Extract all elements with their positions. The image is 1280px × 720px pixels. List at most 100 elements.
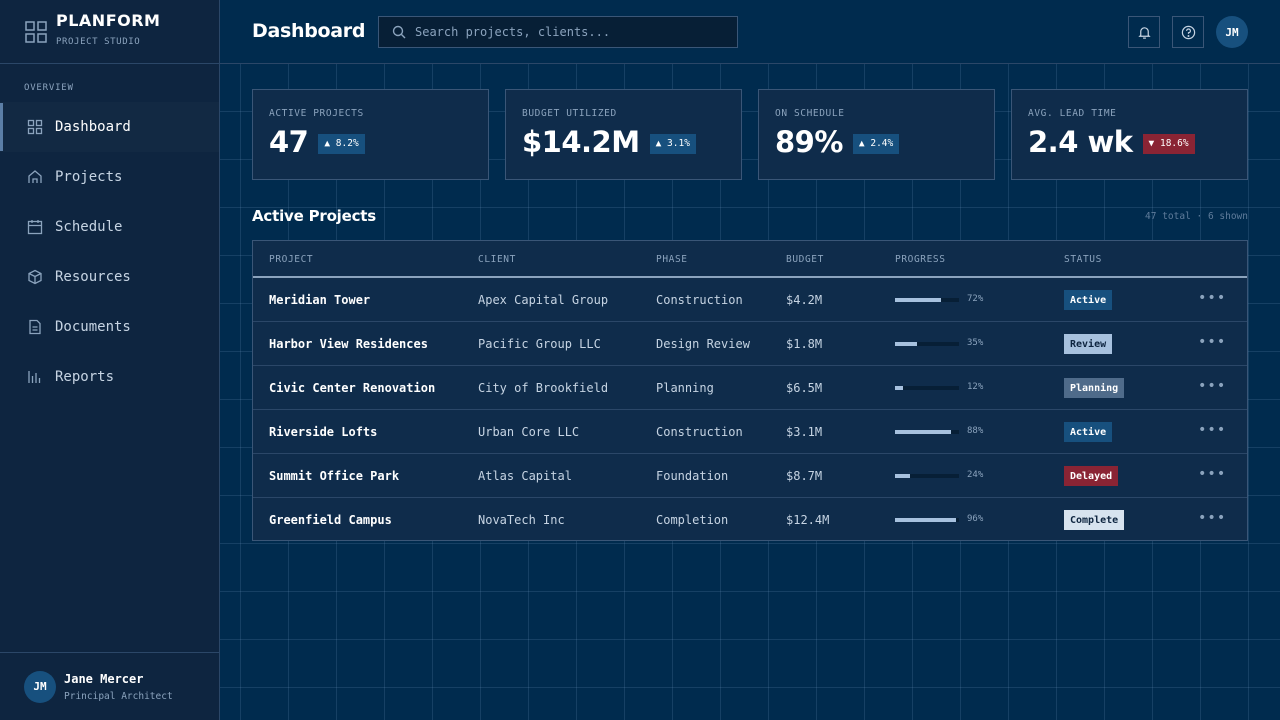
search-icon bbox=[392, 25, 406, 39]
phase: Completion bbox=[656, 513, 729, 527]
kpi-delta-badge: ▼ 18.6% bbox=[1142, 133, 1195, 154]
search-input[interactable] bbox=[415, 25, 715, 39]
table-row[interactable]: Harbor View Residences Pacific Group LLC… bbox=[253, 322, 1247, 366]
kpi-label: ON SCHEDULE bbox=[775, 108, 845, 119]
budget: $4.2M bbox=[786, 293, 823, 307]
progress-fill bbox=[895, 474, 911, 478]
status-badge: Delayed bbox=[1064, 466, 1119, 486]
client-name: Atlas Capital bbox=[478, 469, 572, 483]
client-name: City of Brookfield bbox=[478, 381, 609, 395]
help-icon bbox=[1181, 25, 1195, 39]
brand-subtitle: PROJECT STUDIO bbox=[56, 36, 141, 47]
client-name: Urban Core LLC bbox=[478, 425, 580, 439]
sidebar-item-documents[interactable]: Documents bbox=[0, 302, 219, 352]
kpi-delta-badge: ▲ 2.4% bbox=[852, 133, 900, 154]
column-header[interactable]: PHASE bbox=[656, 254, 688, 265]
phase: Design Review bbox=[656, 337, 750, 351]
avatar: JM bbox=[24, 670, 56, 703]
topbar: Dashboard JM bbox=[220, 0, 1280, 64]
sidebar-item-label: Projects bbox=[55, 169, 123, 185]
project-name: Harbor View Residences bbox=[269, 337, 428, 351]
project-name: Meridian Tower bbox=[269, 293, 371, 307]
progress-fill bbox=[895, 518, 957, 522]
status-badge: Planning bbox=[1064, 378, 1125, 398]
budget: $1.8M bbox=[786, 337, 823, 351]
budget: $6.5M bbox=[786, 381, 823, 395]
help-button[interactable] bbox=[1172, 16, 1204, 48]
client-name: NovaTech Inc bbox=[478, 513, 565, 527]
sidebar-item-resources[interactable]: Resources bbox=[0, 252, 219, 302]
table-row[interactable]: Meridian Tower Apex Capital Group Constr… bbox=[253, 278, 1247, 322]
more-actions-button[interactable]: ••• bbox=[1198, 466, 1227, 482]
progress-bar bbox=[895, 298, 959, 302]
sidebar-item-label: Dashboard bbox=[55, 119, 131, 135]
table-row[interactable]: Greenfield Campus NovaTech Inc Completio… bbox=[253, 498, 1247, 542]
progress-bar bbox=[895, 386, 959, 390]
main-content: Dashboard JM ACTIVE PROJECTS 47 ▲ 8.2% B… bbox=[220, 0, 1280, 720]
progress-percent: 72% bbox=[967, 294, 984, 304]
sidebar-item-reports[interactable]: Reports bbox=[0, 352, 219, 402]
user-profile[interactable]: JM Jane Mercer Principal Architect bbox=[0, 652, 219, 720]
kpi-value: $14.2M bbox=[522, 125, 640, 159]
budget: $12.4M bbox=[786, 513, 830, 527]
table-row[interactable]: Civic Center Renovation City of Brookfie… bbox=[253, 366, 1247, 410]
progress-percent: 35% bbox=[967, 338, 984, 348]
phase: Construction bbox=[656, 425, 743, 439]
progress-fill bbox=[895, 298, 942, 302]
more-actions-button[interactable]: ••• bbox=[1198, 422, 1227, 438]
kpi-value: 89% bbox=[775, 125, 843, 159]
bar-chart-icon bbox=[28, 371, 41, 383]
more-actions-button[interactable]: ••• bbox=[1198, 510, 1227, 526]
more-actions-button[interactable]: ••• bbox=[1198, 290, 1227, 306]
sidebar-item-dashboard[interactable]: Dashboard bbox=[0, 102, 219, 152]
kpi-delta-badge: ▲ 8.2% bbox=[318, 133, 365, 154]
budget: $3.1M bbox=[786, 425, 823, 439]
status-badge: Review bbox=[1064, 334, 1113, 354]
kpi-value: 47 bbox=[269, 125, 309, 159]
notifications-button[interactable] bbox=[1128, 16, 1160, 48]
document-icon bbox=[29, 319, 41, 335]
phase: Construction bbox=[656, 293, 743, 307]
kpi-label: AVG. LEAD TIME bbox=[1028, 108, 1117, 119]
phase: Foundation bbox=[656, 469, 729, 483]
sidebar-item-label: Documents bbox=[55, 319, 131, 335]
section-title: Active Projects bbox=[252, 207, 376, 225]
column-header[interactable]: CLIENT bbox=[478, 254, 516, 265]
progress-bar bbox=[895, 518, 959, 522]
progress-bar bbox=[895, 342, 959, 346]
brand-title: PLANFORM bbox=[56, 10, 161, 30]
projects-table: PROJECT CLIENT PHASE BUDGET PROGRESS STA… bbox=[252, 240, 1248, 541]
table-row[interactable]: Riverside Lofts Urban Core LLC Construct… bbox=[253, 410, 1247, 454]
kpi-label: ACTIVE PROJECTS bbox=[269, 108, 364, 119]
section-meta: 47 total · 6 shown bbox=[1145, 211, 1248, 222]
table-row[interactable]: Summit Office Park Atlas Capital Foundat… bbox=[253, 454, 1247, 498]
sidebar-item-label: Schedule bbox=[55, 219, 123, 235]
more-actions-button[interactable]: ••• bbox=[1198, 334, 1227, 350]
sidebar: PLANFORM PROJECT STUDIO OVERVIEW Dashboa… bbox=[0, 0, 220, 720]
sidebar-item-label: Resources bbox=[55, 269, 131, 285]
project-name: Civic Center Renovation bbox=[269, 381, 436, 395]
page-title: Dashboard bbox=[252, 20, 366, 42]
column-header[interactable]: STATUS bbox=[1064, 254, 1102, 265]
more-actions-button[interactable]: ••• bbox=[1198, 378, 1227, 394]
client-name: Apex Capital Group bbox=[478, 293, 609, 307]
column-header[interactable]: PROJECT bbox=[269, 254, 314, 265]
status-badge: Complete bbox=[1064, 510, 1125, 530]
sidebar-item-projects[interactable]: Projects bbox=[0, 152, 219, 202]
user-avatar-button[interactable]: JM bbox=[1216, 16, 1248, 48]
kpi-card-on-schedule: ON SCHEDULE 89% ▲ 2.4% bbox=[758, 89, 995, 180]
sidebar-item-schedule[interactable]: Schedule bbox=[0, 202, 219, 252]
user-role: Principal Architect bbox=[64, 690, 173, 702]
grid-icon bbox=[27, 119, 43, 135]
nav-section-label: OVERVIEW bbox=[24, 83, 74, 93]
grid-logo-icon bbox=[25, 20, 47, 43]
progress-fill bbox=[895, 430, 952, 434]
progress-percent: 24% bbox=[967, 470, 984, 480]
search-box[interactable] bbox=[378, 16, 738, 48]
kpi-card-budget-utilized: BUDGET UTILIZED $14.2M ▲ 3.1% bbox=[505, 89, 742, 180]
column-header[interactable]: PROGRESS bbox=[895, 254, 946, 265]
progress-fill bbox=[895, 342, 918, 346]
column-header[interactable]: BUDGET bbox=[786, 254, 824, 265]
kpi-value: 2.4 wk bbox=[1028, 125, 1133, 159]
progress-percent: 88% bbox=[967, 426, 984, 436]
